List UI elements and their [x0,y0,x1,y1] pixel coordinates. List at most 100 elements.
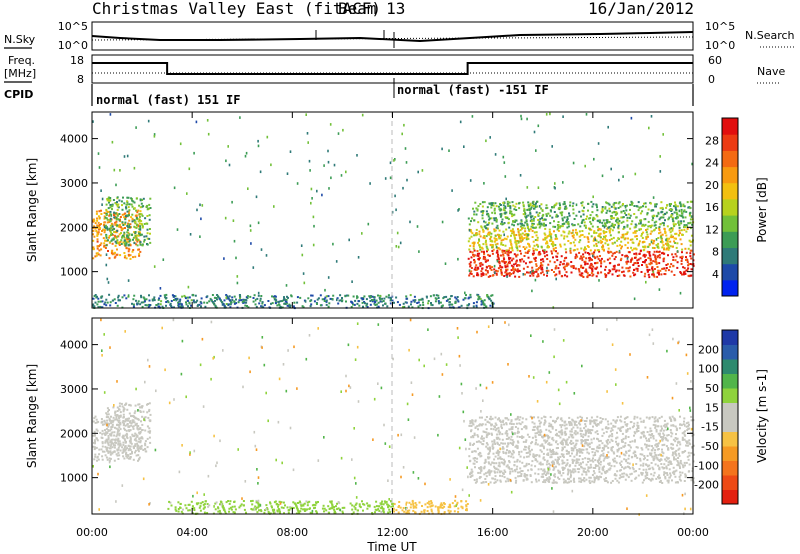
data-cell [649,263,652,266]
data-cell [595,275,598,278]
data-cell [270,302,272,305]
data-cell [131,199,134,202]
data-cell [99,227,102,230]
data-cell [93,439,96,442]
nsky-tick-top: 10^5 [58,20,88,33]
data-cell [632,425,635,428]
data-cell [572,267,575,269]
data-cell [661,427,663,430]
data-cell [494,239,497,242]
data-cell [609,430,612,433]
data-cell [664,458,667,461]
data-cell [116,431,119,434]
data-cell [688,275,691,278]
data-cell [530,206,533,209]
data-cell [105,432,108,435]
data-cell [569,421,572,424]
data-cell [554,266,557,269]
scatter-cell [100,189,102,192]
data-cell [608,230,611,233]
data-cell [111,424,114,427]
data-cell [669,474,672,477]
data-cell [621,233,624,236]
data-cell [665,238,668,241]
data-cell [563,201,566,203]
scatter-cell [111,140,114,144]
data-cell [647,273,650,276]
data-cell [477,241,480,244]
data-cell [430,303,433,306]
data-cell [127,454,130,457]
data-cell [682,423,685,426]
data-cell [93,458,96,461]
data-cell [616,448,619,451]
data-cell [592,253,595,256]
data-cell [569,469,572,472]
data-cell [617,207,620,209]
data-cell [682,273,685,276]
data-cell [470,220,472,223]
data-cell [473,450,476,453]
data-cell [671,218,674,221]
data-cell [559,436,562,439]
data-cell [682,220,685,223]
data-cell [470,430,472,433]
data-cell [554,475,557,478]
data-cell [117,437,120,440]
data-cell [532,203,535,206]
data-cell [507,478,510,481]
data-cell [98,216,101,219]
data-cell [645,237,648,240]
data-cell [106,419,109,422]
data-cell [683,438,686,441]
data-cell [139,210,142,213]
data-cell [665,438,668,441]
data-cell [556,215,559,218]
data-cell [497,257,500,260]
data-cell [629,427,632,430]
data-cell [510,213,513,215]
data-cell [564,257,566,260]
data-cell [543,222,545,225]
data-cell [493,217,496,220]
data-cell [486,471,489,474]
data-cell [665,456,668,459]
data-cell [514,269,517,272]
data-cell [597,249,600,252]
data-cell [571,235,574,237]
data-cell [597,228,600,231]
data-cell [619,205,622,208]
data-cell [630,200,633,203]
data-cell [473,219,476,222]
data-cell [123,252,126,254]
data-cell [494,443,497,445]
data-cell [593,238,595,241]
data-cell [534,203,537,206]
data-cell [310,303,313,306]
scatter-cell [562,181,564,184]
data-cell [339,294,342,297]
data-cell [582,433,585,436]
data-cell [268,306,271,309]
data-cell [504,252,507,254]
data-cell [610,422,613,425]
data-cell [581,204,584,207]
data-cell [210,299,213,302]
data-cell [405,297,408,300]
data-cell [514,237,517,240]
data-cell [537,431,540,433]
data-cell [604,480,607,482]
data-cell [117,451,120,454]
data-cell [582,448,585,451]
data-cell [100,448,103,451]
data-cell [130,422,133,425]
data-cell [621,216,624,219]
data-cell [109,445,112,448]
data-cell [136,211,139,214]
data-cell [657,454,660,457]
scatter-cell [618,178,620,182]
data-cell [544,227,547,230]
data-cell [627,436,630,438]
data-cell [482,443,485,446]
